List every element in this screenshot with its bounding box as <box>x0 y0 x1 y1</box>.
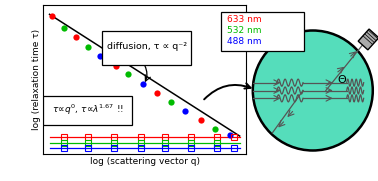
X-axis label: log (scattering vector q): log (scattering vector q) <box>90 157 200 166</box>
Text: 532 nm: 532 nm <box>227 26 261 35</box>
Circle shape <box>253 31 373 150</box>
Text: $\tau\!\propto\!q^0$, $\tau$$\!\propto\!\lambda^{1.67}$ !!: $\tau\!\propto\!q^0$, $\tau$$\!\propto\!… <box>52 103 124 117</box>
Text: diffusion, τ ∝ q⁻²: diffusion, τ ∝ q⁻² <box>107 43 187 51</box>
Bar <box>358 29 378 50</box>
Text: $\Theta$: $\Theta$ <box>337 73 347 85</box>
Text: 633 nm: 633 nm <box>227 14 262 24</box>
FancyBboxPatch shape <box>102 31 191 65</box>
FancyBboxPatch shape <box>43 96 132 125</box>
Y-axis label: log (relaxation time τ): log (relaxation time τ) <box>32 29 41 130</box>
Text: 488 nm: 488 nm <box>227 37 261 46</box>
